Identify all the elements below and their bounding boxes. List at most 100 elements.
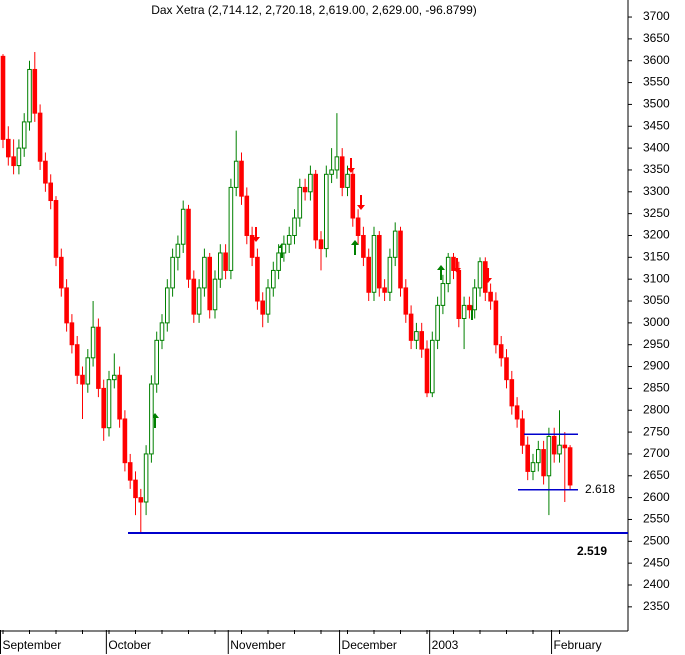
candle-body — [133, 479, 138, 499]
support-label: 2.519 — [577, 544, 607, 558]
candle-body — [117, 374, 122, 420]
y-tick-label: 3650 — [643, 31, 670, 45]
candle-body — [43, 160, 48, 184]
candle-body — [265, 287, 271, 315]
candle-body — [0, 55, 6, 140]
candle-body — [90, 326, 96, 359]
candle-body — [334, 156, 340, 171]
candle-body — [525, 444, 531, 472]
candle-body — [11, 156, 16, 167]
candle-body — [286, 234, 292, 245]
candle-body — [451, 256, 456, 271]
candle-body — [456, 269, 462, 319]
candle-body — [398, 230, 403, 289]
candle-body — [175, 243, 181, 258]
x-tick-label: September — [3, 638, 62, 652]
candle-body — [377, 234, 382, 289]
candle-body — [59, 256, 64, 289]
candle-body — [106, 379, 112, 429]
candle-body — [536, 449, 541, 464]
candle-body — [430, 339, 435, 394]
candle-body — [498, 344, 504, 359]
range-low-label: 2.618 — [585, 482, 615, 496]
candle-body — [53, 200, 59, 258]
y-tick-label: 3700 — [643, 9, 670, 23]
y-tick-label: 3050 — [643, 293, 670, 307]
x-tick-label: November — [230, 638, 285, 652]
y-tick-label: 2650 — [643, 468, 670, 482]
candle-body — [239, 160, 244, 197]
candle-body — [318, 239, 324, 250]
signal-arrows — [151, 158, 492, 428]
candle-body — [122, 418, 128, 464]
y-tick-label: 2500 — [643, 533, 670, 547]
y-tick-label: 3400 — [643, 140, 670, 154]
candle-body — [212, 278, 218, 311]
y-tick-label: 2800 — [643, 402, 670, 416]
candle-body — [165, 287, 170, 324]
candle-body — [228, 186, 234, 271]
y-tick-label: 3250 — [643, 206, 670, 220]
candle-body — [37, 112, 43, 162]
candle-body — [32, 68, 38, 114]
candle-body — [387, 256, 393, 293]
candle-body — [271, 269, 276, 289]
candle-body — [483, 261, 488, 293]
candle-body — [85, 357, 91, 385]
candle-body — [562, 444, 568, 449]
candle-body — [154, 339, 159, 385]
x-tick-label: February — [554, 638, 602, 652]
y-tick-label: 2400 — [643, 577, 670, 591]
y-tick-label: 3450 — [643, 118, 670, 132]
y-tick-label: 3500 — [643, 97, 670, 111]
candle-body — [127, 462, 133, 481]
candle-body — [440, 283, 446, 306]
candle-body — [509, 379, 515, 407]
candle-body — [101, 387, 107, 429]
candle-body — [488, 291, 493, 302]
candle-body — [249, 234, 255, 258]
y-tick-label: 3200 — [643, 228, 670, 242]
candle-body — [408, 313, 414, 341]
y-tick-label: 2950 — [643, 337, 670, 351]
y-tick-label: 2600 — [643, 490, 670, 504]
candle-body — [329, 169, 334, 175]
candle-body — [170, 256, 175, 289]
candle-body — [541, 449, 546, 477]
x-tick-label: October — [108, 638, 151, 652]
candle-body — [191, 278, 197, 315]
up-arrow — [437, 265, 445, 280]
y-tick-label: 2900 — [643, 359, 670, 373]
candle-body — [16, 147, 22, 167]
candle-body — [355, 217, 361, 236]
candle-body — [255, 256, 260, 302]
candle-body — [493, 300, 499, 346]
candle-body — [138, 497, 144, 503]
y-tick-label: 3300 — [643, 184, 670, 198]
candle-body — [350, 173, 356, 219]
up-arrow — [351, 240, 359, 255]
candle-body — [504, 357, 509, 381]
candle-body — [297, 186, 303, 219]
candle-body — [530, 462, 536, 472]
candle-body — [339, 156, 345, 188]
y-tick-label: 3350 — [643, 162, 670, 176]
y-tick-label: 3550 — [643, 75, 670, 89]
candle-body — [64, 287, 69, 324]
candle-body — [520, 418, 525, 446]
x-tick-label: 2003 — [432, 638, 459, 652]
candle-body — [435, 304, 440, 341]
down-arrow — [347, 158, 355, 173]
candle-body — [276, 252, 281, 271]
candle-body — [6, 138, 11, 158]
candle-body — [218, 252, 223, 280]
candle-body — [424, 348, 430, 394]
candle-body — [27, 68, 32, 123]
candle-body — [233, 160, 239, 188]
candle-body — [514, 405, 520, 420]
x-tick-label: December — [342, 638, 397, 652]
candle-body — [324, 173, 329, 250]
candle-body — [143, 453, 149, 503]
candle-body — [186, 208, 191, 280]
candle-body — [302, 186, 308, 193]
